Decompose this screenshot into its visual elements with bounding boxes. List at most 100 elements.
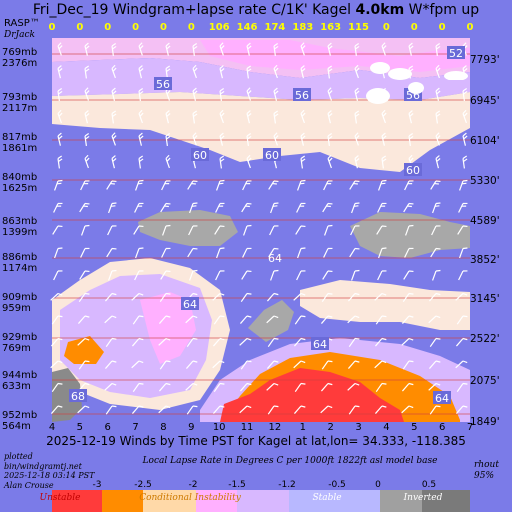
wind-barb — [185, 382, 198, 391]
wind-barb — [214, 225, 225, 235]
wind-barb — [322, 202, 333, 213]
x-tick-label: 5 — [76, 422, 84, 433]
colorbar-swatch — [380, 490, 422, 512]
wind-barb — [402, 360, 414, 370]
wind-barb — [327, 132, 333, 146]
contour-label-text: 64 — [268, 252, 282, 265]
colorbar-swatch — [143, 490, 196, 512]
wind-barb — [401, 405, 414, 414]
wind-barb — [404, 180, 414, 191]
wind-barb — [79, 270, 90, 280]
lapse-rate-title: Local Lapse Rate in Degrees C per 1000ft… — [142, 456, 438, 466]
wstar-value: 115 — [348, 22, 369, 33]
wind-barb — [111, 64, 117, 79]
altitude-ft-label: 4589' — [470, 215, 500, 227]
pressure-height-m: 959m — [2, 303, 31, 314]
wind-barb — [192, 42, 198, 56]
colorbar-swatch — [289, 490, 380, 512]
wind-barb — [165, 42, 171, 56]
contour-label: 60 — [263, 148, 281, 162]
wind-barb — [378, 247, 387, 259]
wind-barb — [212, 360, 225, 369]
wind-barb — [378, 179, 387, 191]
wind-barb — [158, 337, 171, 346]
wind-barb — [107, 225, 117, 236]
wind-barb — [354, 42, 360, 56]
pressure-mb: 793mb — [2, 92, 38, 103]
wstar-value: 0 — [76, 22, 84, 33]
wind-barb — [50, 292, 63, 301]
pressure-level-label: 793mb 2117m — [2, 92, 50, 114]
wind-barb — [266, 382, 279, 391]
wind-barb — [403, 270, 414, 280]
wind-barb — [404, 247, 414, 258]
wind-barb — [159, 292, 171, 303]
wind-barb — [430, 180, 441, 190]
wind-barb — [268, 247, 279, 258]
wind-barb — [327, 42, 333, 56]
wind-barb — [240, 360, 252, 370]
wind-barb — [349, 180, 360, 190]
wind-barb — [320, 315, 333, 324]
wind-barb — [111, 110, 117, 124]
lapse-region-grey-small — [248, 300, 294, 342]
wind-barb — [158, 405, 171, 414]
pressure-height-m: 2376m — [2, 58, 38, 69]
wstar-value: 183 — [292, 22, 314, 33]
pressure-height-m: 564m — [2, 421, 31, 432]
wind-barb — [347, 315, 360, 324]
credit-line: bin/windgramtj.net — [4, 461, 82, 471]
wind-barb — [84, 132, 90, 146]
wind-barb — [455, 292, 468, 301]
wind-barb — [350, 225, 360, 236]
wind-barb — [215, 270, 225, 281]
wind-barb — [57, 87, 63, 101]
colorbar-value: -2.5 — [134, 480, 152, 490]
cloud-icon — [408, 82, 424, 94]
wind-barb — [381, 132, 387, 146]
rasp-author: DrJack — [4, 30, 35, 40]
wind-barb — [189, 202, 198, 214]
wind-barb — [239, 405, 252, 414]
wind-barb — [351, 202, 360, 214]
wind-barb — [374, 292, 387, 301]
wind-barb — [401, 337, 414, 346]
wind-barb — [185, 315, 198, 324]
wstar-value: 0 — [132, 22, 140, 33]
wstar-value: 106 — [208, 22, 230, 33]
wstar-value: 0 — [410, 22, 418, 33]
wind-barb — [429, 405, 441, 415]
wind-barb — [158, 382, 171, 392]
contour-label: 64 — [311, 337, 329, 351]
wind-barb — [354, 64, 360, 79]
wind-barb — [162, 224, 171, 236]
lapse-region-grey-bottom-left — [52, 368, 82, 422]
wind-barb — [354, 155, 360, 169]
wind-barb — [134, 202, 144, 213]
wind-barb — [321, 292, 333, 303]
wind-barb — [323, 247, 333, 258]
wind-barb — [50, 337, 63, 347]
colorbar-category-label: Unstable — [39, 493, 81, 503]
colorbar-value: -3 — [92, 480, 102, 490]
contour-label: 64 — [433, 391, 451, 405]
wind-barb — [84, 154, 90, 169]
wind-barb — [348, 337, 360, 348]
wind-barb — [186, 337, 198, 348]
wind-barb — [187, 180, 198, 190]
contour-label-text: 64 — [313, 338, 327, 351]
wind-barb — [455, 337, 468, 347]
wind-barb — [268, 180, 279, 190]
wind-barb — [435, 64, 441, 79]
wind-barb — [186, 405, 198, 415]
x-tick-label: 6 — [438, 422, 446, 433]
wind-barb — [455, 360, 468, 369]
rasp-name: RASP™ — [4, 18, 40, 29]
colorbar-value: -0.5 — [328, 480, 346, 490]
wind-barb — [219, 65, 225, 79]
wind-barb — [246, 132, 252, 146]
wind-barb — [241, 270, 252, 280]
altitude-ft-label: 3852' — [470, 254, 500, 266]
wind-barb — [240, 292, 252, 303]
wind-barb — [159, 360, 171, 370]
